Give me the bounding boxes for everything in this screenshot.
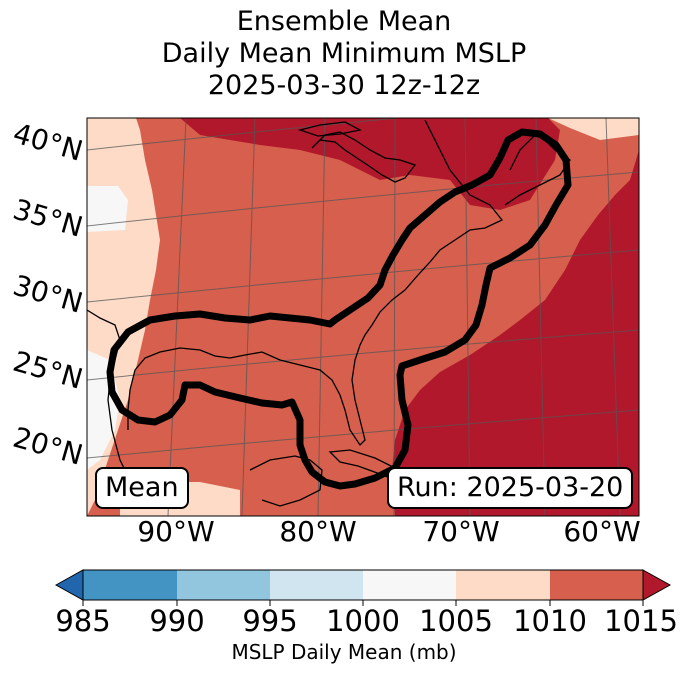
lon-label-70w: 70°W xyxy=(422,515,500,548)
colorbar-tick-985: 985 xyxy=(55,604,111,638)
pressure-contour xyxy=(106,128,572,490)
colorbar-extend-low xyxy=(54,569,84,601)
colorbar-tick-1015: 1015 xyxy=(604,604,678,638)
colorbar-extend-high xyxy=(642,569,672,601)
lon-label-60w: 60°W xyxy=(563,515,641,548)
title-line-1: Ensemble Mean xyxy=(236,6,452,37)
parallel-25n xyxy=(87,329,639,381)
parallel-35n xyxy=(87,171,639,227)
colorbar-label: MSLP Daily Mean (mb) xyxy=(231,640,457,664)
colorbar-tick-1000: 1000 xyxy=(326,604,400,638)
parallel-30n xyxy=(87,249,639,303)
title-line-2: Daily Mean Minimum MSLP xyxy=(161,38,527,69)
pressure-field-1015-east xyxy=(392,150,639,516)
colorbar-tick-990: 990 xyxy=(149,604,205,638)
colorbar-bin-995-1000 xyxy=(270,570,363,600)
colorbar-bin-1010-1015 xyxy=(550,570,643,600)
meridian-60w xyxy=(605,118,621,516)
title-line-3: 2025-03-30 12z-12z xyxy=(207,70,481,101)
meridian-65w xyxy=(535,118,546,516)
pressure-field-1005-1010-ne xyxy=(548,118,639,140)
lon-label-90w: 90°W xyxy=(137,515,215,548)
lon-label-80w: 80°W xyxy=(279,515,357,548)
pressure-field-1000-1005-west xyxy=(87,186,128,232)
parallel-20n xyxy=(87,409,639,459)
colorbar-bin-1000-1005 xyxy=(363,570,456,600)
colorbar-bin-990-995 xyxy=(177,570,270,600)
colorbar-bin-985-990 xyxy=(83,570,177,600)
meridian-80w xyxy=(317,118,326,516)
coastline-lake-superior xyxy=(297,121,362,137)
mean-label-box: Mean xyxy=(95,467,189,509)
meridian-75w xyxy=(393,118,396,516)
coastline-great-lakes xyxy=(311,131,417,183)
colorbar-tick-1005: 1005 xyxy=(419,604,493,638)
colorbar-tick-1010: 1010 xyxy=(513,604,587,638)
coastline-east xyxy=(127,119,504,447)
parallel-40n xyxy=(87,118,403,151)
colorbar-bin-1005-1010 xyxy=(456,570,550,600)
run-date-box: Run: 2025-03-20 xyxy=(387,467,634,509)
coastline-yucatan xyxy=(249,455,323,507)
colorbar-tick-995: 995 xyxy=(242,604,298,638)
